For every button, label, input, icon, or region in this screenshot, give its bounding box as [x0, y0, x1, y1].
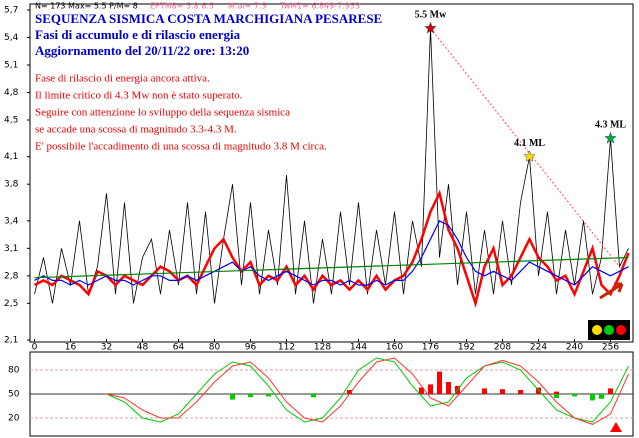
x-tick-label: 160 — [386, 343, 403, 353]
bar — [266, 394, 271, 397]
bar — [347, 390, 352, 394]
y-tick-label: 2,1 — [4, 336, 18, 346]
oscillator-line — [106, 357, 629, 425]
bar — [554, 391, 559, 394]
x-tick-label: 224 — [530, 343, 547, 353]
y-tick-label: 20 — [8, 414, 20, 424]
series-line — [430, 27, 620, 268]
y-tick-label: 4,5 — [4, 116, 18, 126]
series-line — [33, 189, 630, 308]
bar — [311, 394, 316, 398]
bar — [230, 394, 235, 400]
y-tick-label: 5,7 — [4, 6, 18, 16]
y-tick-label: 3,1 — [4, 244, 18, 254]
x-tick-label: 192 — [458, 343, 475, 353]
annotation: 4.3 ML — [595, 120, 626, 131]
y-tick-label: 4,1 — [4, 152, 18, 162]
annotation: 4.1 ML — [514, 138, 545, 149]
y-tick-label: 3,8 — [4, 180, 19, 190]
bar — [608, 388, 613, 394]
bar — [446, 382, 451, 394]
x-tick-label: 32 — [101, 343, 112, 353]
stat: M.al= 7.5 — [228, 2, 267, 11]
light — [592, 325, 602, 335]
x-tick-label: 144 — [350, 343, 367, 353]
y-tick-label: 2,8 — [4, 271, 19, 281]
trend-arrow — [599, 282, 624, 300]
bar — [536, 387, 541, 394]
bar — [248, 394, 253, 398]
x-tick-label: 256 — [602, 343, 619, 353]
stat: TwM1= 6.849-7.953 — [279, 2, 360, 11]
bar — [419, 387, 424, 394]
y-tick-label: 80 — [8, 366, 20, 376]
x-tick-label: 48 — [137, 343, 149, 353]
star — [523, 150, 536, 163]
bar — [554, 394, 559, 398]
oscillator-line — [106, 357, 629, 423]
x-tick-label: 16 — [65, 343, 77, 353]
x-tick-label: 80 — [209, 343, 221, 353]
note: Seguire con attenzione lo sviluppo della… — [35, 107, 290, 119]
y-tick-label: 2,5 — [4, 299, 18, 309]
y-tick-label: 3,4 — [4, 216, 19, 226]
y-tick-label: 50 — [8, 390, 20, 400]
x-tick-label: 240 — [566, 343, 583, 353]
x-tick-label: 112 — [278, 343, 295, 353]
stat: N= 173 Max= 5.5 P/M= 8 — [35, 2, 138, 11]
x-tick-label: 96 — [245, 343, 257, 353]
y-tick-label: 4,8 — [4, 88, 19, 98]
light — [604, 325, 614, 335]
chart-title: SEQUENZA SISMICA COSTA MARCHIGIANA PESAR… — [35, 11, 382, 26]
bar — [482, 388, 487, 394]
x-tick-label: 0 — [32, 343, 38, 353]
note: se accade una scossa di magnitudo 3.3-4.… — [35, 124, 237, 136]
bar — [500, 389, 505, 394]
x-tick-label: 176 — [422, 343, 439, 353]
bar — [428, 384, 433, 394]
x-tick-label: 128 — [314, 343, 331, 353]
subtitle: Fasi di accumulo e di rilascio energia — [35, 27, 241, 42]
plot-frame — [29, 3, 634, 343]
annotation: 5.5 Mw — [415, 10, 447, 21]
bar — [518, 390, 523, 394]
note: Il limite critico di 4.3 Mw non è stato … — [35, 90, 243, 102]
light — [616, 325, 626, 335]
stat: EPTM8= 5.8 6.5 — [150, 2, 214, 11]
subtitle: Aggiornamento del 20/11/22 ore: 13:20 — [35, 43, 249, 58]
bar — [599, 394, 604, 399]
series-line — [34, 219, 629, 286]
x-tick-label: 64 — [173, 343, 185, 353]
bar — [590, 394, 595, 401]
series-line — [34, 256, 629, 279]
y-tick-label: 5,4 — [4, 33, 19, 43]
note: E' possibile l'accadimento di una scossa… — [35, 141, 327, 153]
bar — [437, 371, 442, 394]
bar — [572, 394, 577, 397]
x-tick-label: 208 — [494, 343, 511, 353]
traffic-light — [588, 320, 630, 340]
star — [604, 131, 617, 144]
star — [424, 21, 437, 34]
note: Fase di rilascio di energia ancora attiv… — [35, 73, 210, 85]
signal-triangle — [610, 422, 622, 432]
y-tick-label: 5,1 — [4, 61, 18, 71]
